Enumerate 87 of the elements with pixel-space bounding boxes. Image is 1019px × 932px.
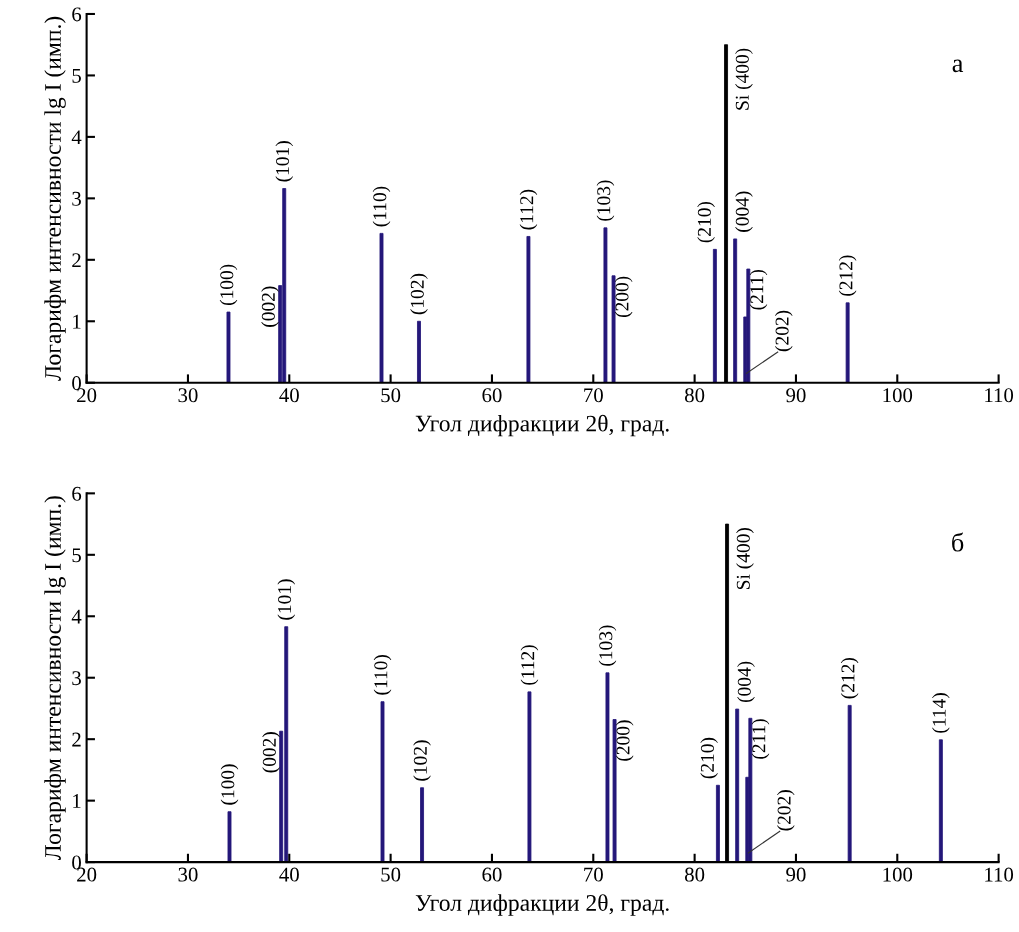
- bar: [611, 275, 616, 383]
- annotation: (200): [615, 720, 634, 761]
- x-tick-label: 40: [279, 867, 299, 882]
- x-tick-label: 60: [482, 388, 502, 403]
- x-tick-label: 30: [178, 867, 198, 882]
- bar: [735, 708, 740, 863]
- annotation: (202): [774, 310, 793, 352]
- y-tick-label: 6: [72, 7, 82, 22]
- x-tick-label: 110: [985, 388, 1014, 403]
- annotation: (212): [838, 255, 857, 296]
- annotation: (211): [751, 719, 770, 759]
- bar: [712, 248, 717, 383]
- bar: [612, 719, 617, 863]
- y-tick-label: 2: [72, 732, 81, 747]
- x-tick-label: 100: [883, 388, 913, 403]
- x-axis-title: Угол дифракции 2θ, град.: [415, 894, 669, 916]
- annotation: (110): [372, 186, 391, 227]
- x-tick-label: 90: [786, 388, 806, 403]
- y-tick-label: 3: [72, 191, 81, 206]
- y-tick-label: 1: [73, 794, 81, 808]
- x-tick-label: 100: [883, 867, 913, 882]
- x-tick-label: 40: [279, 388, 299, 403]
- annotation: (114): [932, 693, 950, 733]
- annotation: (102): [413, 740, 431, 781]
- annotation: а: [952, 59, 964, 73]
- bar: [715, 784, 720, 863]
- bar: [380, 701, 385, 863]
- y-tick-label: 2: [72, 253, 81, 268]
- bar: [746, 268, 751, 383]
- annotation: (110): [373, 655, 392, 695]
- bar: [938, 739, 943, 863]
- annotation: (112): [520, 645, 539, 685]
- x-tick-label: 50: [381, 388, 401, 403]
- bar: [603, 227, 608, 383]
- y-tick-label: 4: [71, 609, 82, 624]
- x-tick-label: 70: [584, 388, 603, 403]
- y-tick-label: 5: [72, 548, 81, 563]
- annotation: (210): [700, 737, 718, 779]
- x-tick-label: 30: [178, 388, 198, 403]
- bar: [527, 691, 532, 863]
- bar: [733, 238, 738, 383]
- annotation: (100): [219, 264, 238, 306]
- annotation: (002): [262, 732, 280, 773]
- x-tick-label: 50: [381, 867, 401, 882]
- bar: [282, 188, 287, 383]
- y-axis-title: Логарифм интенсивности lg I (имп.): [44, 496, 66, 861]
- annotation: (101): [277, 579, 296, 620]
- bar: [605, 672, 610, 863]
- annotation: (212): [840, 657, 859, 699]
- annotation: Si (400): [735, 48, 753, 110]
- annotation: (002): [261, 286, 279, 327]
- y-tick-label: 4: [71, 130, 82, 145]
- x-axis-title: Угол дифракции 2θ, град.: [415, 414, 669, 437]
- y-axis-title: Логарифм интенсивности lg I (имп.): [44, 16, 66, 381]
- bar: [226, 311, 231, 383]
- x-tick-label: 110: [985, 867, 1014, 882]
- annotation: (004): [737, 661, 755, 703]
- annotation: (210): [697, 201, 715, 243]
- annotation: б: [952, 532, 964, 552]
- x-tick-label: 80: [685, 867, 705, 882]
- bar: [748, 717, 753, 863]
- bar: [379, 232, 384, 383]
- annotation: (100): [220, 764, 239, 805]
- x-tick-label: 90: [786, 867, 806, 882]
- y-tick-label: 5: [72, 69, 81, 83]
- annotation: (202): [777, 790, 795, 831]
- annotation: (102): [410, 273, 428, 315]
- y-tick-label: 6: [72, 486, 82, 501]
- annotation: (101): [275, 141, 294, 182]
- annotation: (103): [598, 625, 617, 666]
- annotation: (004): [735, 191, 753, 232]
- annotation: Si (400): [736, 528, 754, 590]
- bar: [417, 320, 421, 383]
- bar: [845, 302, 850, 383]
- x-tick-label: 60: [482, 867, 502, 882]
- y-tick-label: 1: [73, 314, 81, 329]
- bar: [420, 787, 424, 863]
- bar: [847, 704, 852, 863]
- annotation: (200): [614, 276, 633, 318]
- x-tick-label: 80: [685, 388, 705, 403]
- bar: [526, 236, 531, 383]
- annotation: (211): [749, 269, 768, 310]
- annotation: (103): [596, 180, 615, 221]
- x-tick-label: 70: [584, 867, 603, 882]
- bar: [227, 811, 232, 863]
- y-tick-label: 3: [72, 671, 81, 686]
- annotation: (112): [519, 189, 538, 230]
